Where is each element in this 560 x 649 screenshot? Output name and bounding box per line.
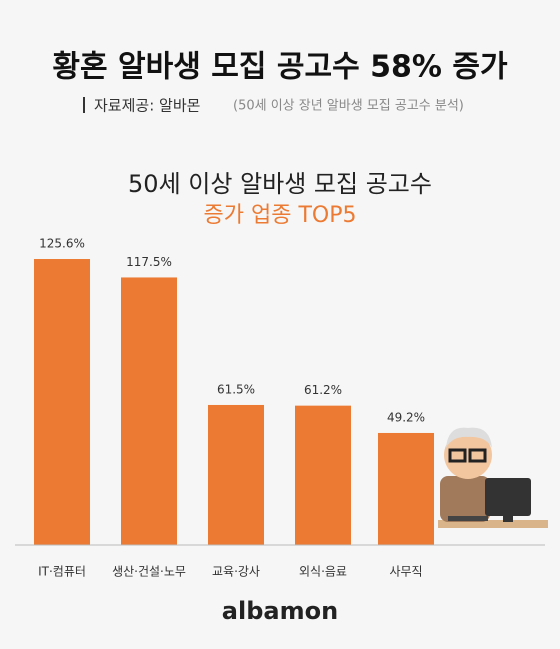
logo: albamon [222, 597, 338, 625]
source: 자료제공: 알바몬 [94, 97, 200, 115]
x-tick-label: 외식·음료 [299, 565, 347, 579]
monitor-stand [503, 514, 513, 522]
monitor [485, 478, 531, 516]
chart-subtitle: 증가 업종 TOP5 [204, 203, 357, 228]
value-label: 49.2% [387, 410, 425, 424]
value-label: 61.2% [304, 383, 342, 397]
glasses [468, 448, 487, 463]
value-label: 125.6% [39, 237, 85, 251]
bars: 125.6% IT·컴퓨터 117.5% 생산·건설·노무 61.5% 교육·강사 61.2… [34, 237, 434, 579]
hair [446, 427, 492, 448]
body [440, 476, 490, 522]
desk [438, 520, 548, 528]
x-tick-label: 사무직 [389, 565, 422, 579]
illustration [438, 427, 548, 528]
value-label: 61.5% [217, 382, 255, 396]
bar [208, 404, 264, 545]
bar [121, 277, 177, 545]
x-tick-label: 교육·강사 [212, 565, 260, 579]
head [444, 431, 492, 479]
source-note: (50세 이상 장년 알바생 모집 공고수 분석) [233, 99, 464, 114]
page-title: 황혼 알바생 모집 공고수 58% 증가 [52, 50, 508, 85]
chart-title: 50세 이상 알바생 모집 공고수 [128, 170, 432, 198]
x-tick-label: 생산·건설·노무 [112, 565, 186, 579]
keyboard [448, 516, 488, 521]
value-label: 117.5% [126, 255, 172, 269]
glasses [448, 448, 467, 463]
bar [295, 405, 351, 545]
x-tick-label: IT·컴퓨터 [38, 565, 86, 579]
bar [378, 432, 434, 545]
bar [34, 259, 90, 545]
